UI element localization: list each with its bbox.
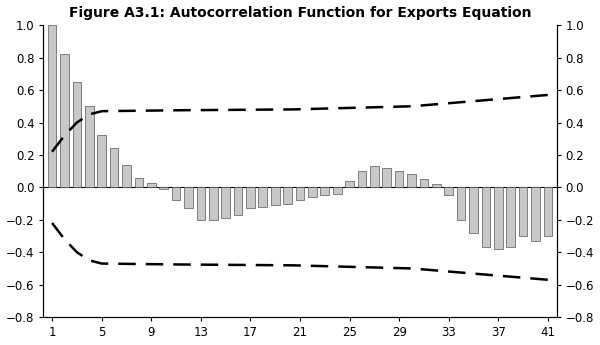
Bar (246, 187, 255, 208)
Bar (283, 187, 292, 204)
Bar (296, 187, 304, 200)
Bar (160, 187, 168, 189)
Bar (544, 187, 552, 236)
Bar (134, 178, 143, 187)
Bar (73, 82, 81, 187)
Bar (531, 187, 540, 241)
Bar (469, 187, 478, 233)
Bar (147, 183, 155, 187)
Bar (519, 187, 527, 236)
Bar (370, 166, 379, 187)
Bar (85, 106, 94, 187)
Bar (172, 187, 181, 200)
Bar (308, 187, 317, 197)
Bar (110, 148, 118, 187)
Bar (221, 187, 230, 218)
Bar (407, 174, 416, 187)
Bar (197, 187, 205, 220)
Bar (506, 187, 515, 247)
Bar (333, 187, 341, 194)
Bar (382, 168, 391, 187)
Bar (209, 187, 218, 220)
Bar (419, 179, 428, 187)
Bar (432, 184, 440, 187)
Title: Figure A3.1: Autocorrelation Function for Exports Equation: Figure A3.1: Autocorrelation Function fo… (69, 6, 531, 20)
Bar (48, 25, 56, 187)
Bar (494, 187, 503, 249)
Bar (395, 171, 403, 187)
Bar (259, 187, 267, 207)
Bar (233, 187, 242, 215)
Bar (457, 187, 466, 220)
Bar (271, 187, 280, 205)
Bar (184, 187, 193, 208)
Bar (482, 187, 490, 247)
Bar (122, 165, 131, 187)
Bar (358, 171, 367, 187)
Bar (97, 136, 106, 187)
Bar (445, 187, 453, 196)
Bar (60, 55, 69, 187)
Bar (345, 181, 354, 187)
Bar (320, 187, 329, 196)
